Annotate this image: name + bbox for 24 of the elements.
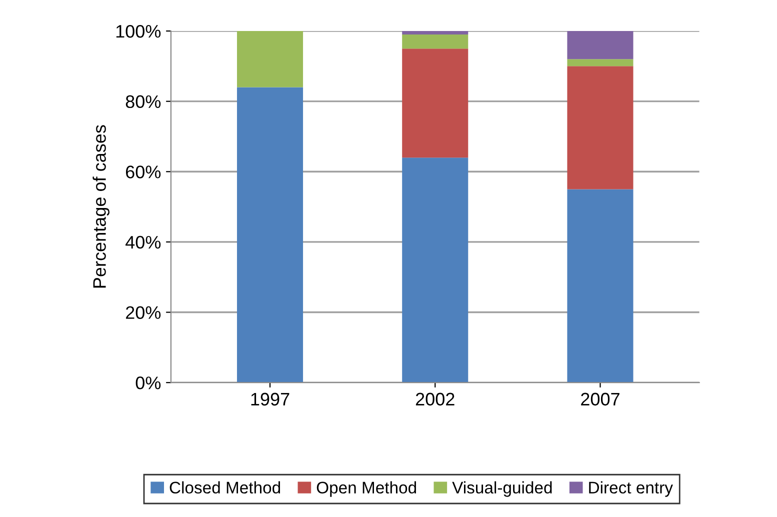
y-tick-label: 80% <box>126 95 161 108</box>
y-tick-label: 0% <box>136 376 161 390</box>
y-tick-label: 100% <box>116 24 161 38</box>
bar <box>402 48 468 158</box>
legend-label: Direct entry <box>589 481 673 497</box>
y-tick-label: 20% <box>126 306 161 319</box>
y-axis-title: Percentage of cases <box>92 125 110 288</box>
bar <box>402 158 468 383</box>
bar <box>236 87 304 383</box>
bar <box>567 189 634 383</box>
y-tick-label: 60% <box>126 166 161 178</box>
y-tick-label: 40% <box>125 236 161 249</box>
bar <box>567 31 634 60</box>
x-tick-label: 2007 <box>581 392 620 406</box>
bar <box>236 31 304 88</box>
bar <box>402 31 468 35</box>
x-tick-label: 1997 <box>251 392 290 406</box>
bar <box>567 59 634 66</box>
x-tick-label: 2002 <box>416 392 454 406</box>
legend-label: Visual-guided <box>452 481 552 497</box>
legend-label: Closed Method <box>170 481 280 494</box>
legend-label: Open Method <box>316 481 416 497</box>
bar <box>567 66 634 190</box>
bar <box>402 34 468 49</box>
